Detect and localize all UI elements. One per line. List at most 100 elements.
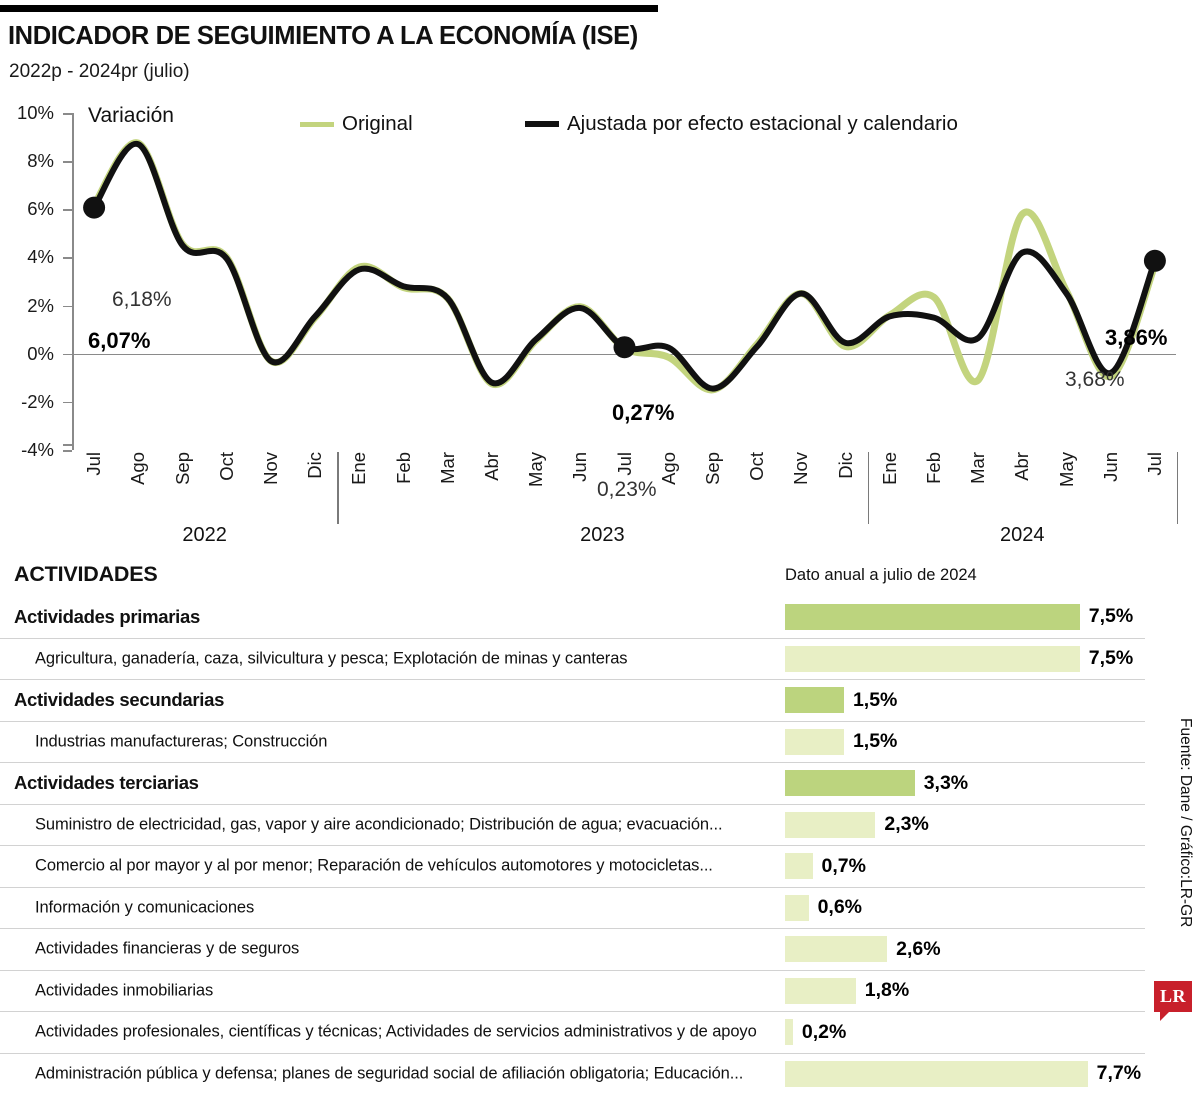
table-row: Actividades terciarias 3,3% [0,762,1145,804]
x-axis-month-label: Dic [304,452,326,479]
activity-bar-group: 2,6% [785,936,941,962]
activity-label: Actividades inmobiliarias [35,981,213,1000]
y-axis-tick [63,354,72,356]
table-row: Comercio al por mayor y al por menor; Re… [0,845,1145,887]
page-subtitle: 2022p - 2024pr (julio) [9,61,190,83]
x-axis-month-label: Feb [393,452,415,484]
data-point-marker [1144,250,1166,272]
year-group-label: 2024 [1000,524,1045,547]
year-group-label: 2022 [182,524,227,547]
x-axis-month-label: Nov [260,452,282,485]
activity-value: 1,5% [853,689,897,712]
lr-logo-tail-icon [1160,1012,1169,1021]
table-row: Información y comunicaciones 0,6% [0,887,1145,929]
activity-label: Agricultura, ganadería, caza, silvicultu… [35,649,627,668]
y-axis-tick [63,257,72,259]
activities-value-header: Dato anual a julio de 2024 [785,566,977,585]
activity-bar-group: 0,2% [785,1019,846,1045]
activity-bar [785,687,844,713]
activity-bar-group: 3,3% [785,770,968,796]
activity-bar-group: 7,5% [785,646,1133,672]
chart-annotation: 3,68% [1065,368,1125,392]
activity-value: 7,7% [1097,1062,1141,1085]
activity-bar [785,1019,793,1045]
activity-bar [785,936,887,962]
activity-label: Comercio al por mayor y al por menor; Re… [35,857,713,876]
source-credit: Fuente: Dane / Gráfico:LR-GR [1176,718,1194,927]
table-row: Actividades profesionales, científicas y… [0,1011,1145,1053]
activity-bar-group: 1,8% [785,978,909,1004]
activity-bar-group: 0,7% [785,853,866,879]
activity-bar-group: 0,6% [785,895,862,921]
activity-label: Actividades terciarias [14,772,199,794]
x-axis-month-label: Oct [746,452,768,481]
x-axis-month-label: Dic [835,452,857,479]
x-axis-month-label: May [525,452,547,487]
x-axis-month-label: Jul [1144,452,1166,476]
table-row: Actividades secundarias 1,5% [0,679,1145,721]
table-row: Agricultura, ganadería, caza, silvicultu… [0,638,1145,680]
y-axis-tick [63,161,72,163]
page-title: INDICADOR DE SEGUIMIENTO A LA ECONOMÍA (… [8,22,638,51]
x-axis-month-label: Abr [481,452,503,481]
chart-annotation: 6,18% [112,288,172,312]
x-axis-month-label: Jul [614,452,636,476]
activity-value: 2,3% [884,813,928,836]
x-axis-month-label: Ene [879,452,901,485]
activity-value: 2,6% [896,938,940,961]
activity-value: 0,6% [818,896,862,919]
activity-value: 1,8% [865,979,909,1002]
activity-label: Actividades financieras y de seguros [35,940,299,959]
activity-bar [785,604,1080,630]
activity-value: 0,2% [802,1021,846,1044]
x-axis-month-label: Sep [702,452,724,485]
year-separator [337,452,338,524]
table-row: Actividades inmobiliarias 1,8% [0,970,1145,1012]
activity-bar [785,853,813,879]
x-axis-month-label: Mar [967,452,989,484]
y-axis-tick-label: 6% [27,198,54,220]
y-axis-tick [63,113,72,115]
activities-table: ACTIVIDADES Dato anual a julio de 2024 A… [0,556,1145,1094]
activity-bar-group: 1,5% [785,687,897,713]
activities-header-label: ACTIVIDADES [14,562,158,587]
x-axis-month-label: Feb [923,452,945,484]
lr-logo: LR [1154,981,1192,1012]
x-axis-month-label: Jun [1100,452,1122,482]
ise-line-chart: Variación Original Ajustada por efecto e… [0,100,1200,550]
x-axis-month-label: Mar [437,452,459,484]
chart-annotation: 0,27% [612,400,674,426]
activities-rows: Actividades primarias 7,5% Agricultura, ga… [0,596,1145,1094]
data-point-marker [83,197,105,219]
activity-bar [785,1061,1088,1087]
x-axis-month-label: Jul [83,452,105,476]
y-axis-tick-label: -2% [21,391,54,413]
x-axis-month-label: Ene [348,452,370,485]
header-top-rule [0,5,658,12]
activity-bar [785,895,809,921]
x-axis-end-marker [1177,452,1178,524]
activity-value: 3,3% [924,772,968,795]
y-axis-tick-label: 4% [27,246,54,268]
activities-table-header: ACTIVIDADES Dato anual a julio de 2024 [0,556,1145,596]
y-axis-tick-label: 2% [27,295,54,317]
activity-label: Actividades secundarias [14,689,224,711]
activity-value: 0,7% [822,855,866,878]
activity-value: 7,5% [1089,605,1133,628]
activity-label: Industrias manufactureras; Construcción [35,732,327,751]
table-row: Suministro de electricidad, gas, vapor y… [0,804,1145,846]
x-axis-month-label: Ago [127,452,149,485]
table-row: Actividades financieras y de seguros 2,6% [0,928,1145,970]
activity-bar [785,812,875,838]
activity-bar [785,978,856,1004]
y-axis-tick [63,209,72,211]
activity-label: Información y comunicaciones [35,898,254,917]
x-axis-month-label: Oct [216,452,238,481]
y-axis-tick-label: 8% [27,150,54,172]
activity-label: Actividades primarias [14,606,200,628]
activity-value: 7,5% [1089,647,1133,670]
y-axis-tick-label: 10% [17,102,54,124]
y-axis-tick-label: 0% [27,343,54,365]
